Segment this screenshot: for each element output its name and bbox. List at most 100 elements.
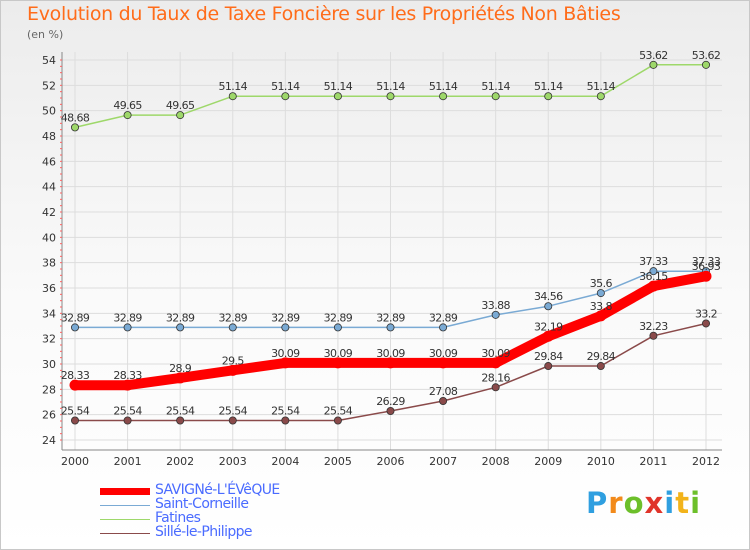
legend-swatch-saint-corneille xyxy=(100,505,150,506)
chart-title: Evolution du Taux de Taxe Foncière sur l… xyxy=(27,3,621,25)
data-point xyxy=(491,92,500,101)
y-tick-label: 36 xyxy=(42,282,56,295)
legend-swatch-sille xyxy=(100,533,150,534)
data-label: 30.09 xyxy=(481,347,510,360)
data-point xyxy=(702,319,711,328)
data-point xyxy=(437,357,449,369)
data-label: 32.89 xyxy=(166,311,195,324)
data-point xyxy=(281,323,290,332)
data-label: 32.89 xyxy=(429,311,458,324)
data-point xyxy=(71,416,80,425)
legend-item: Saint-Corneille xyxy=(100,496,360,512)
logo-letter: o xyxy=(623,486,645,520)
data-point xyxy=(700,270,712,282)
legend: SAVIGNé-L'ÉVêQUE Saint-Corneille Fatines… xyxy=(100,482,360,540)
data-label: 29.84 xyxy=(534,350,563,363)
legend-swatch-savigne xyxy=(100,488,150,495)
data-label: 25.54 xyxy=(61,404,90,417)
data-label: 25.54 xyxy=(113,404,142,417)
data-point xyxy=(123,323,132,332)
data-label: 25.54 xyxy=(271,404,300,417)
data-label: 51.14 xyxy=(429,80,458,93)
data-label: 28.33 xyxy=(113,369,142,382)
y-tick-label: 38 xyxy=(42,257,56,270)
data-label: 27.08 xyxy=(429,385,458,398)
y-tick-label: 48 xyxy=(42,130,56,143)
data-point xyxy=(596,92,605,101)
data-point xyxy=(176,111,185,120)
y-tick-label: 26 xyxy=(42,409,56,422)
x-tick-label: 2009 xyxy=(534,455,562,468)
data-point xyxy=(439,323,448,332)
data-point xyxy=(596,362,605,371)
data-point xyxy=(595,310,607,322)
y-tick-label: 28 xyxy=(42,383,56,396)
data-point xyxy=(385,357,396,369)
legend-item: Sillé-le-Philippe xyxy=(100,524,360,540)
data-point xyxy=(702,60,711,69)
x-tick-label: 2012 xyxy=(692,455,720,468)
y-tick-label: 42 xyxy=(42,206,56,219)
data-label: 26.29 xyxy=(376,395,405,408)
data-point xyxy=(123,416,132,425)
data-label: 28.33 xyxy=(61,369,90,382)
data-label: 30.09 xyxy=(324,347,353,360)
data-label: 30.09 xyxy=(429,347,458,360)
data-point xyxy=(227,364,239,376)
series-lines xyxy=(69,60,712,425)
data-point xyxy=(122,379,134,391)
logo-letter: t xyxy=(675,486,691,520)
x-tick-label: 2005 xyxy=(324,455,352,468)
data-label: 25.54 xyxy=(324,404,353,417)
data-label: 28.9 xyxy=(169,362,192,375)
data-point xyxy=(649,60,658,69)
data-label: 28.16 xyxy=(481,371,510,384)
y-tick-label: 54 xyxy=(42,54,56,67)
data-label: 51.14 xyxy=(324,80,353,93)
y-tick-label: 50 xyxy=(42,105,56,118)
logo-letter: P xyxy=(586,486,609,520)
grid-lines xyxy=(62,52,722,450)
data-label: 30.09 xyxy=(376,347,405,360)
proxiti-logo: Proxiti xyxy=(586,486,701,520)
data-point xyxy=(386,92,395,101)
data-point xyxy=(228,323,237,332)
y-axis-unit-label: (en %) xyxy=(27,28,64,41)
y-tick-label: 34 xyxy=(42,307,56,320)
legend-item: SAVIGNé-L'ÉVêQUE xyxy=(100,482,360,498)
data-label: 32.89 xyxy=(376,311,405,324)
data-point xyxy=(281,92,290,101)
data-label: 51.14 xyxy=(534,80,563,93)
data-point xyxy=(123,111,132,120)
data-label: 32.89 xyxy=(324,311,353,324)
data-label: 37.33 xyxy=(639,255,668,268)
x-tick-label: 2006 xyxy=(377,455,405,468)
data-point xyxy=(647,280,659,292)
axes: 24 26 28 30 32 34 36 38 40 42 44 46 48 50 52 54 2000 2001… xyxy=(42,52,722,468)
legend-label-sille: Sillé-le-Philippe xyxy=(155,524,253,540)
data-point xyxy=(386,406,395,415)
data-label: 51.14 xyxy=(587,80,616,93)
data-label: 32.23 xyxy=(639,320,668,333)
data-point xyxy=(596,289,605,298)
data-point xyxy=(69,379,81,391)
data-point xyxy=(542,330,554,342)
y-tick-label: 30 xyxy=(42,358,56,371)
data-label: 32.89 xyxy=(271,311,300,324)
data-point xyxy=(490,357,502,369)
data-label: 53.62 xyxy=(639,49,668,62)
data-label: 36.93 xyxy=(692,260,721,273)
data-label: 25.54 xyxy=(219,404,248,417)
y-tick-label: 44 xyxy=(42,181,56,194)
data-point xyxy=(174,372,186,384)
legend-item: Fatines xyxy=(100,510,360,526)
data-label: 51.14 xyxy=(481,80,510,93)
data-label: 29.5 xyxy=(222,354,245,367)
y-tick-label: 24 xyxy=(42,434,56,447)
data-point xyxy=(176,416,185,425)
data-point xyxy=(281,416,290,425)
data-label: 51.14 xyxy=(219,80,248,93)
data-label: 37.33 xyxy=(692,255,721,268)
